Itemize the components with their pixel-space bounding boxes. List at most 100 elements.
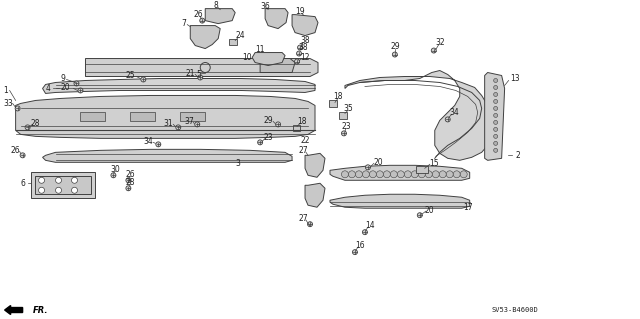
Bar [416,166,428,173]
Circle shape [493,134,498,138]
Polygon shape [305,153,325,177]
Bar [180,112,205,122]
Circle shape [20,153,25,158]
Polygon shape [484,72,504,160]
Circle shape [365,165,371,170]
Circle shape [141,77,146,82]
Text: 6: 6 [20,179,25,188]
Text: 10: 10 [243,53,252,62]
Text: 25: 25 [125,71,135,80]
Polygon shape [43,78,315,93]
Circle shape [432,171,439,178]
Circle shape [453,171,460,178]
Text: 28: 28 [31,119,40,128]
Circle shape [126,186,131,191]
Circle shape [392,52,397,57]
Polygon shape [43,149,292,162]
Circle shape [56,177,61,183]
Text: 16: 16 [355,241,365,250]
Circle shape [493,120,498,124]
Circle shape [198,75,203,80]
Circle shape [126,178,131,183]
Circle shape [72,187,77,193]
Text: 20: 20 [373,158,383,167]
Text: 15: 15 [429,159,438,168]
Text: 33: 33 [4,99,13,108]
Circle shape [74,81,79,86]
Text: 3: 3 [236,159,241,168]
Text: 23: 23 [341,122,351,131]
Polygon shape [305,183,325,207]
Circle shape [419,171,426,178]
Circle shape [362,171,369,178]
Text: 31: 31 [163,119,173,128]
Circle shape [200,18,205,23]
Circle shape [397,171,404,178]
Circle shape [431,48,436,53]
Circle shape [298,45,303,50]
Text: 11: 11 [255,45,265,54]
Polygon shape [15,95,315,138]
Circle shape [362,230,367,235]
Polygon shape [345,70,490,160]
Bar [329,100,337,107]
Circle shape [369,171,376,178]
Circle shape [493,141,498,145]
Circle shape [195,122,200,127]
Text: FR.: FR. [33,306,48,315]
Circle shape [439,171,446,178]
Text: 34: 34 [143,137,153,146]
Circle shape [296,51,301,56]
Text: 22: 22 [300,136,310,145]
Circle shape [78,88,83,93]
Text: 26: 26 [125,170,135,179]
Text: 21: 21 [186,69,195,78]
Circle shape [493,85,498,89]
Text: 19: 19 [295,7,305,16]
Circle shape [111,173,116,178]
Circle shape [412,171,419,178]
Text: 28: 28 [125,178,135,187]
Circle shape [72,177,77,183]
Text: 13: 13 [510,74,520,83]
Text: 14: 14 [365,221,374,230]
Text: 23: 23 [263,133,273,142]
Circle shape [156,142,161,147]
Circle shape [25,125,30,130]
Text: 18: 18 [298,117,307,126]
Polygon shape [292,15,318,36]
Circle shape [493,100,498,103]
Text: 9: 9 [60,74,65,83]
Text: 32: 32 [435,38,445,47]
Circle shape [493,107,498,110]
Bar [131,112,156,122]
Circle shape [404,171,412,178]
Text: 1: 1 [3,86,8,95]
FancyArrow shape [4,306,22,315]
Text: 29: 29 [390,42,399,51]
Circle shape [353,250,357,255]
Circle shape [383,171,390,178]
Circle shape [493,93,498,96]
Text: 18: 18 [333,92,342,101]
Text: 4: 4 [46,84,51,93]
Polygon shape [35,176,92,194]
Text: 2: 2 [515,151,520,160]
Circle shape [426,171,432,178]
Polygon shape [330,165,470,180]
Text: 38: 38 [300,36,310,45]
Text: 37: 37 [184,117,194,126]
Polygon shape [265,9,288,29]
Text: SV53-B4600D: SV53-B4600D [492,307,538,313]
Circle shape [258,140,262,145]
Text: 26: 26 [11,146,20,155]
Circle shape [355,171,362,178]
Circle shape [446,171,453,178]
Text: 17: 17 [463,203,472,212]
Text: 29: 29 [263,116,273,125]
Polygon shape [252,53,285,65]
Bar [81,112,106,122]
Circle shape [390,171,397,178]
Text: 5: 5 [197,70,202,79]
Text: 27: 27 [298,146,308,155]
